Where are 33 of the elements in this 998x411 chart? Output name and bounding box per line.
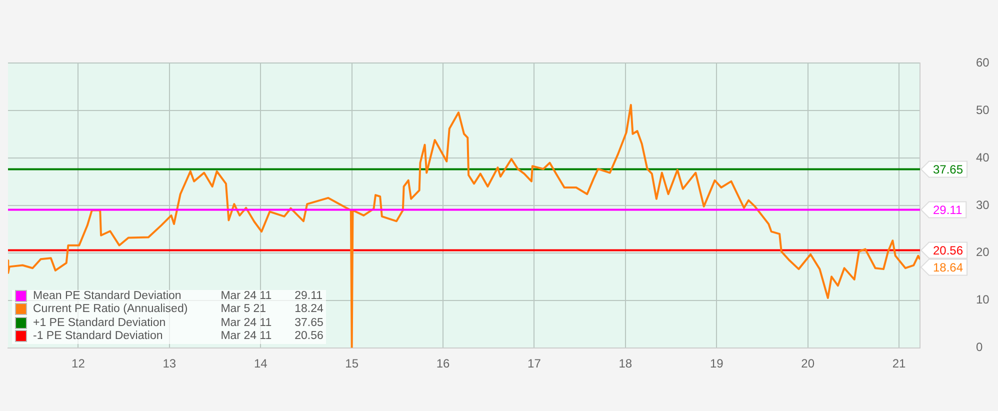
x-tick-label: 16	[436, 356, 450, 370]
data-label: 20.56	[933, 244, 964, 258]
x-tick-label: 21	[892, 356, 906, 370]
x-tick-label: 13	[162, 356, 176, 370]
y-tick-label: 10	[976, 292, 990, 307]
legend-label: -1 PE Standard Deviation	[32, 330, 164, 344]
y-tick-label: 50	[976, 102, 990, 117]
data-label: 29.11	[933, 203, 962, 218]
x-tick-label: 19	[710, 356, 724, 370]
data-label: 37.65	[933, 162, 964, 177]
annotation: Mar 5 21	[220, 303, 268, 317]
legend-label: +1 PE Standard Deviation	[32, 316, 167, 330]
x-tick-label: 17	[528, 356, 542, 370]
annotation: Mar 24 11	[220, 316, 273, 330]
x-tick-label: 12	[72, 356, 86, 370]
x-tick-label: 18	[618, 356, 632, 370]
y-tick-label: 20	[976, 245, 990, 260]
legend-label: Mean PE Standard Deviation	[32, 290, 182, 304]
legend-label: Current PE Ratio (Annualised)	[32, 303, 189, 317]
annotation: 29.11	[294, 290, 324, 304]
annotation: 20.56	[294, 330, 324, 344]
annotation: 37.65	[294, 316, 324, 330]
y-tick-label: 40	[976, 150, 990, 164]
annotation: 18.24	[294, 303, 324, 317]
x-tick-label: 15	[345, 356, 359, 370]
annotation: Mar 24 11	[220, 330, 273, 344]
data-label: 18.64	[933, 260, 964, 275]
annotation: Mar 24 11	[220, 290, 273, 304]
x-tick-label: 14	[254, 356, 268, 370]
y-tick-label: 60	[976, 56, 990, 70]
y-tick-label: 0	[976, 340, 983, 354]
y-tick-label: 30	[976, 198, 990, 212]
x-tick-label: 20	[801, 356, 815, 370]
